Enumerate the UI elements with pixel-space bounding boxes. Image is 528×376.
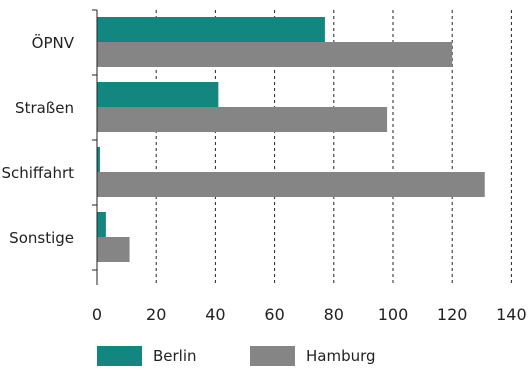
legend-swatch-berlin <box>97 346 142 366</box>
legend-label-hamburg: Hamburg <box>306 347 376 365</box>
legend: Berlin Hamburg <box>97 346 376 366</box>
bar-hamburg <box>97 237 130 262</box>
category-label: Sonstige <box>9 229 74 247</box>
bar-berlin <box>97 212 106 237</box>
bar-hamburg <box>97 107 388 132</box>
x-tick-label: 20 <box>146 305 166 324</box>
x-tick-label: 0 <box>92 305 102 324</box>
bar-hamburg <box>97 42 453 67</box>
category-label: Schiffahrt <box>1 164 74 182</box>
category-label: Straßen <box>15 99 74 117</box>
bar-berlin <box>97 147 100 172</box>
x-tick-label: 100 <box>378 305 409 324</box>
x-tick-label: 60 <box>264 305 284 324</box>
bar-hamburg <box>97 172 485 197</box>
x-tick-label: 80 <box>324 305 344 324</box>
legend-swatch-hamburg <box>250 346 295 366</box>
bar-berlin <box>97 17 325 42</box>
x-tick-label: 140 <box>496 305 527 324</box>
bars <box>97 17 485 262</box>
labels: 0 20 40 60 80 100 120 140 ÖPNV Straßen Schiffahrt S… <box>1 33 526 324</box>
bar-berlin <box>97 82 219 107</box>
grid-lines <box>155 10 512 285</box>
x-tick-label: 120 <box>437 305 468 324</box>
category-label: ÖPNV <box>32 33 75 52</box>
axes <box>92 9 98 285</box>
x-tick-label: 40 <box>205 305 225 324</box>
legend-label-berlin: Berlin <box>153 347 197 365</box>
